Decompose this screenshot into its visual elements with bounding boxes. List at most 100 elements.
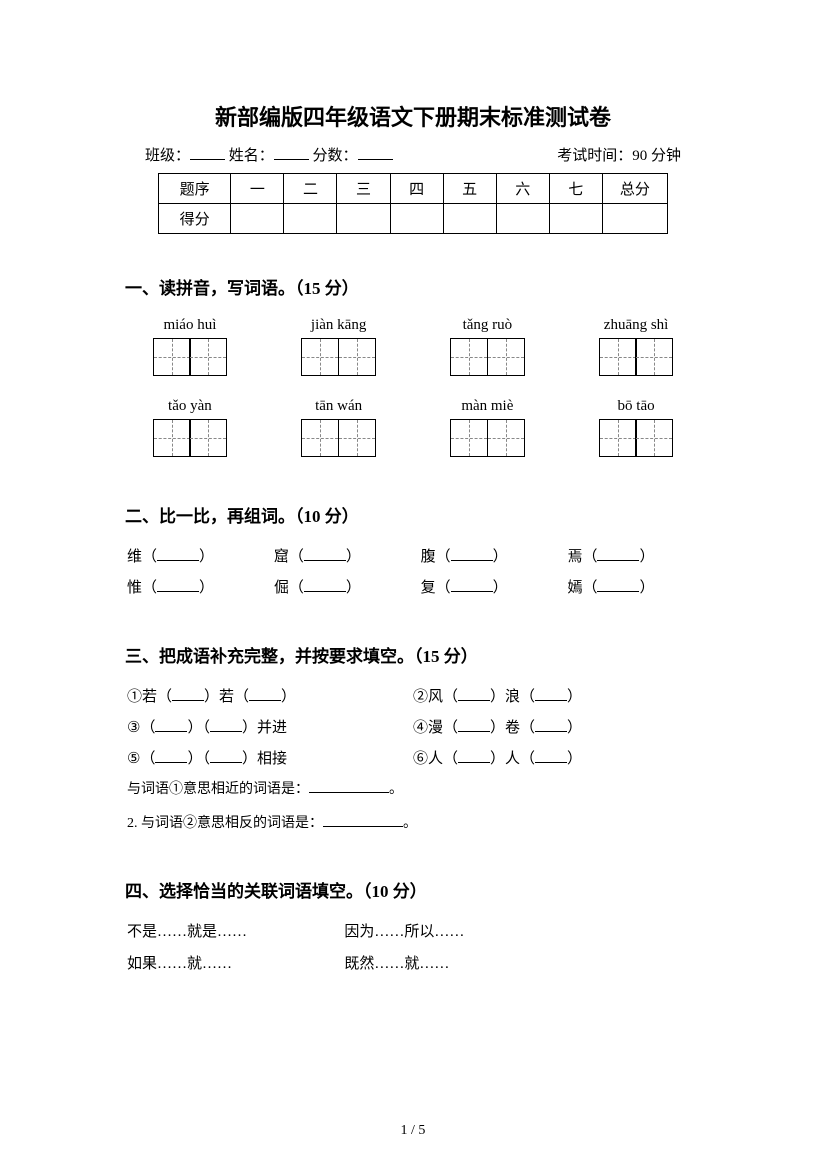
blank[interactable]	[172, 700, 204, 701]
char-box-group[interactable]	[424, 338, 550, 376]
compare-item: 维（）	[127, 545, 259, 566]
conjunction-row: 不是……就是…… 因为……所以……	[125, 920, 701, 941]
th-total: 总分	[602, 174, 667, 204]
blank[interactable]	[458, 700, 490, 701]
pinyin-label: zhuāng shì	[573, 317, 699, 334]
score-table: 题序 一 二 三 四 五 六 七 总分 得分	[158, 173, 668, 234]
compare-row: 维（） 窟（） 腹（） 焉（）	[125, 545, 701, 566]
pinyin-label: bō tāo	[573, 398, 699, 415]
section-heading: 四、选择恰当的关联词语填空。（10 分）	[125, 877, 701, 902]
conjunction-item: 不是……就是……	[127, 920, 344, 941]
note-line: 2. 与词语②意思相反的词语是：。	[125, 812, 701, 832]
conjunction-row: 如果……就…… 既然……就……	[125, 952, 701, 973]
td-blank[interactable]	[337, 204, 390, 234]
char-box-group[interactable]	[127, 338, 253, 376]
page-title: 新部编版四年级语文下册期末标准测试卷	[125, 100, 701, 132]
pinyin-label: jiàn kāng	[276, 317, 402, 334]
blank[interactable]	[157, 591, 199, 592]
idiom-item: ④漫（）卷（）	[413, 716, 699, 737]
char-box-group[interactable]	[573, 419, 699, 457]
section-2: 二、比一比，再组词。（10 分） 维（） 窟（） 腹（） 焉（） 惟（） 倔（）…	[125, 502, 701, 597]
table-row: 题序 一 二 三 四 五 六 七 总分	[159, 174, 668, 204]
compare-item: 复（）	[421, 576, 553, 597]
compare-item: 焉（）	[567, 545, 699, 566]
pinyin-label: tān wán	[276, 398, 402, 415]
th-col: 五	[443, 174, 496, 204]
th-col: 一	[231, 174, 284, 204]
section-heading: 一、读拼音，写词语。（15 分）	[125, 274, 701, 299]
exam-meta: 班级： 姓名： 分数： 考试时间：90 分钟	[125, 144, 701, 165]
table-row: 得分	[159, 204, 668, 234]
compare-item: 腹（）	[421, 545, 553, 566]
note-line: 与词语①意思相近的词语是：。	[125, 778, 701, 798]
idiom-row: ①若（）若（） ②风（）浪（）	[125, 685, 701, 706]
compare-item: 倔（）	[274, 576, 406, 597]
blank[interactable]	[451, 560, 493, 561]
blank[interactable]	[157, 560, 199, 561]
td-blank[interactable]	[284, 204, 337, 234]
blank[interactable]	[249, 700, 281, 701]
section-4: 四、选择恰当的关联词语填空。（10 分） 不是……就是…… 因为……所以…… 如…	[125, 877, 701, 973]
pinyin-label: miáo huì	[127, 317, 253, 334]
td-blank[interactable]	[390, 204, 443, 234]
name-blank[interactable]	[274, 145, 309, 160]
char-box-group[interactable]	[424, 419, 550, 457]
blank[interactable]	[458, 731, 490, 732]
blank[interactable]	[210, 762, 242, 763]
blank[interactable]	[535, 762, 567, 763]
idiom-row: ③（）（）并进 ④漫（）卷（）	[125, 716, 701, 737]
td-blank[interactable]	[443, 204, 496, 234]
char-box-row	[125, 338, 701, 376]
td-blank[interactable]	[602, 204, 667, 234]
blank[interactable]	[535, 731, 567, 732]
th-col: 六	[496, 174, 549, 204]
blank[interactable]	[304, 560, 346, 561]
compare-item: 嫣（）	[567, 576, 699, 597]
td-blank[interactable]	[496, 204, 549, 234]
blank[interactable]	[210, 731, 242, 732]
blank[interactable]	[597, 591, 639, 592]
td-blank[interactable]	[231, 204, 284, 234]
th-col: 三	[337, 174, 390, 204]
blank[interactable]	[155, 731, 187, 732]
compare-item: 惟（）	[127, 576, 259, 597]
char-box-group[interactable]	[127, 419, 253, 457]
char-box-group[interactable]	[573, 338, 699, 376]
meta-left: 班级： 姓名： 分数：	[145, 144, 393, 165]
class-label: 班级：	[145, 148, 190, 164]
idiom-item: ①若（）若（）	[127, 685, 413, 706]
score-blank[interactable]	[358, 145, 393, 160]
char-box-group[interactable]	[276, 419, 402, 457]
th-col: 二	[284, 174, 337, 204]
char-box-group[interactable]	[276, 338, 402, 376]
section-heading: 二、比一比，再组词。（10 分）	[125, 502, 701, 527]
compare-row: 惟（） 倔（） 复（） 嫣（）	[125, 576, 701, 597]
blank[interactable]	[458, 762, 490, 763]
idiom-item: ⑥人（）人（）	[413, 747, 699, 768]
idiom-item: ②风（）浪（）	[413, 685, 699, 706]
page-number: 1 / 5	[0, 1123, 826, 1139]
blank[interactable]	[304, 591, 346, 592]
blank[interactable]	[155, 762, 187, 763]
conjunction-item: 如果……就……	[127, 952, 344, 973]
compare-item: 窟（）	[274, 545, 406, 566]
class-blank[interactable]	[190, 145, 225, 160]
idiom-item: ⑤（）（）相接	[127, 747, 413, 768]
blank[interactable]	[535, 700, 567, 701]
pinyin-row: miáo huì jiàn kāng tǎng ruò zhuāng shì	[125, 317, 701, 334]
char-box-row	[125, 419, 701, 457]
th-col: 四	[390, 174, 443, 204]
pinyin-label: màn miè	[424, 398, 550, 415]
idiom-item: ③（）（）并进	[127, 716, 413, 737]
blank[interactable]	[309, 792, 389, 793]
conjunction-item: 因为……所以……	[344, 920, 561, 941]
blank[interactable]	[451, 591, 493, 592]
pinyin-row: tǎo yàn tān wán màn miè bō tāo	[125, 398, 701, 415]
td-label: 得分	[159, 204, 231, 234]
td-blank[interactable]	[549, 204, 602, 234]
blank[interactable]	[323, 826, 403, 827]
th-label: 题序	[159, 174, 231, 204]
section-3: 三、把成语补充完整，并按要求填空。（15 分） ①若（）若（） ②风（）浪（） …	[125, 642, 701, 832]
section-1: 一、读拼音，写词语。（15 分） miáo huì jiàn kāng tǎng…	[125, 274, 701, 457]
blank[interactable]	[597, 560, 639, 561]
